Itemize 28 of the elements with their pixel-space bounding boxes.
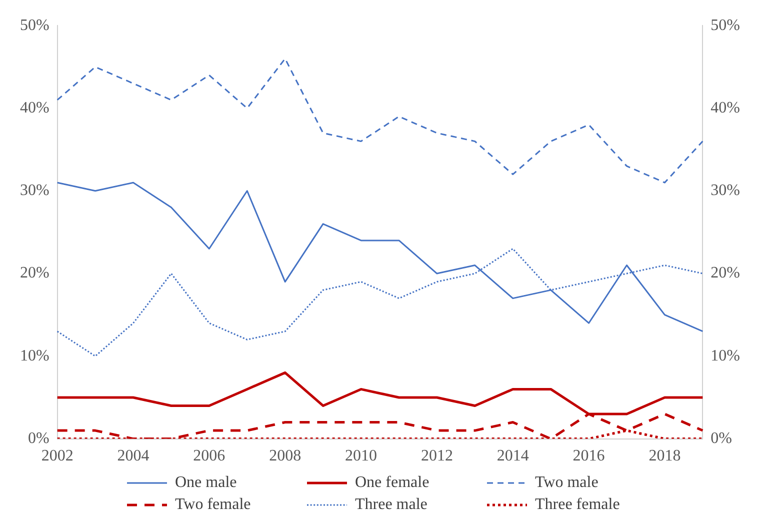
x-tick-label: 2010 (345, 448, 378, 465)
x-tick-label: 2014 (496, 448, 529, 465)
x-tick-label: 2012 (420, 448, 453, 465)
y2-tick-label: 30% (710, 182, 740, 200)
y-tick-label: 40% (20, 99, 50, 116)
legend-label: Two male (535, 474, 598, 492)
line-series (56, 58, 704, 184)
x-tick-label: 2002 (41, 448, 74, 465)
x-tick-label: 2008 (269, 448, 302, 465)
x-tick-label: 2006 (193, 448, 226, 465)
legend-label: Three female (535, 496, 620, 514)
y-tick-label: 10% (20, 347, 50, 364)
x-tick-label: 2018 (648, 448, 681, 465)
y2-tick-label: 0% (710, 430, 732, 448)
y2-tick-label: 50% (710, 16, 740, 34)
x-tick-label: 2004 (117, 448, 150, 465)
legend-label: One male (175, 474, 237, 492)
legend-label: Three male (355, 496, 428, 514)
y2-tick-label: 10% (710, 347, 740, 364)
y-tick-label: 30% (20, 182, 50, 200)
x-tick-label: 2016 (572, 448, 605, 465)
y-tick-label: 20% (20, 264, 50, 282)
y-tick-label: 0% (28, 430, 50, 448)
y-tick-label: 50% (20, 16, 50, 34)
legend-label: One female (355, 474, 430, 492)
y2-tick-label: 20% (710, 264, 740, 282)
legend-label: Two female (175, 496, 251, 514)
y2-tick-label: 40% (710, 99, 740, 116)
